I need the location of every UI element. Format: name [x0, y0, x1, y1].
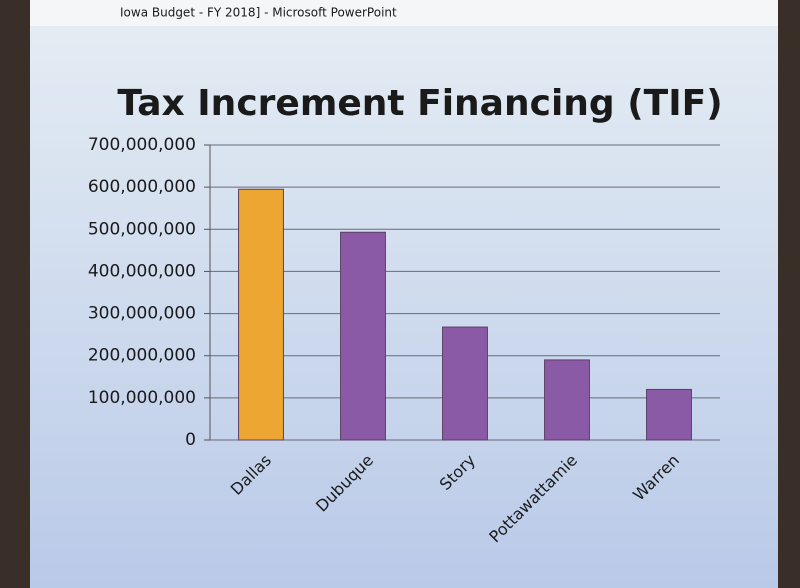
y-tick-label: 200,000,000: [88, 346, 196, 366]
window-title: Iowa Budget - FY 2018] - Microsoft Power…: [120, 6, 397, 20]
y-tick-label: 100,000,000: [88, 388, 196, 408]
y-tick-label: 600,000,000: [88, 177, 196, 197]
y-tick-label: 700,000,000: [88, 135, 196, 155]
y-tick-label: 500,000,000: [88, 219, 196, 239]
y-tick-label: 400,000,000: [88, 261, 196, 281]
chart-title: Tax Increment Financing (TIF): [117, 83, 722, 124]
y-tick-label: 0: [185, 430, 196, 450]
slide: [30, 0, 778, 588]
bar: [238, 188, 284, 441]
bar: [340, 231, 386, 441]
bar: [544, 359, 590, 441]
bar: [442, 326, 488, 441]
bar: [646, 388, 692, 441]
title-bar: [30, 0, 778, 26]
y-tick-label: 300,000,000: [88, 304, 196, 324]
